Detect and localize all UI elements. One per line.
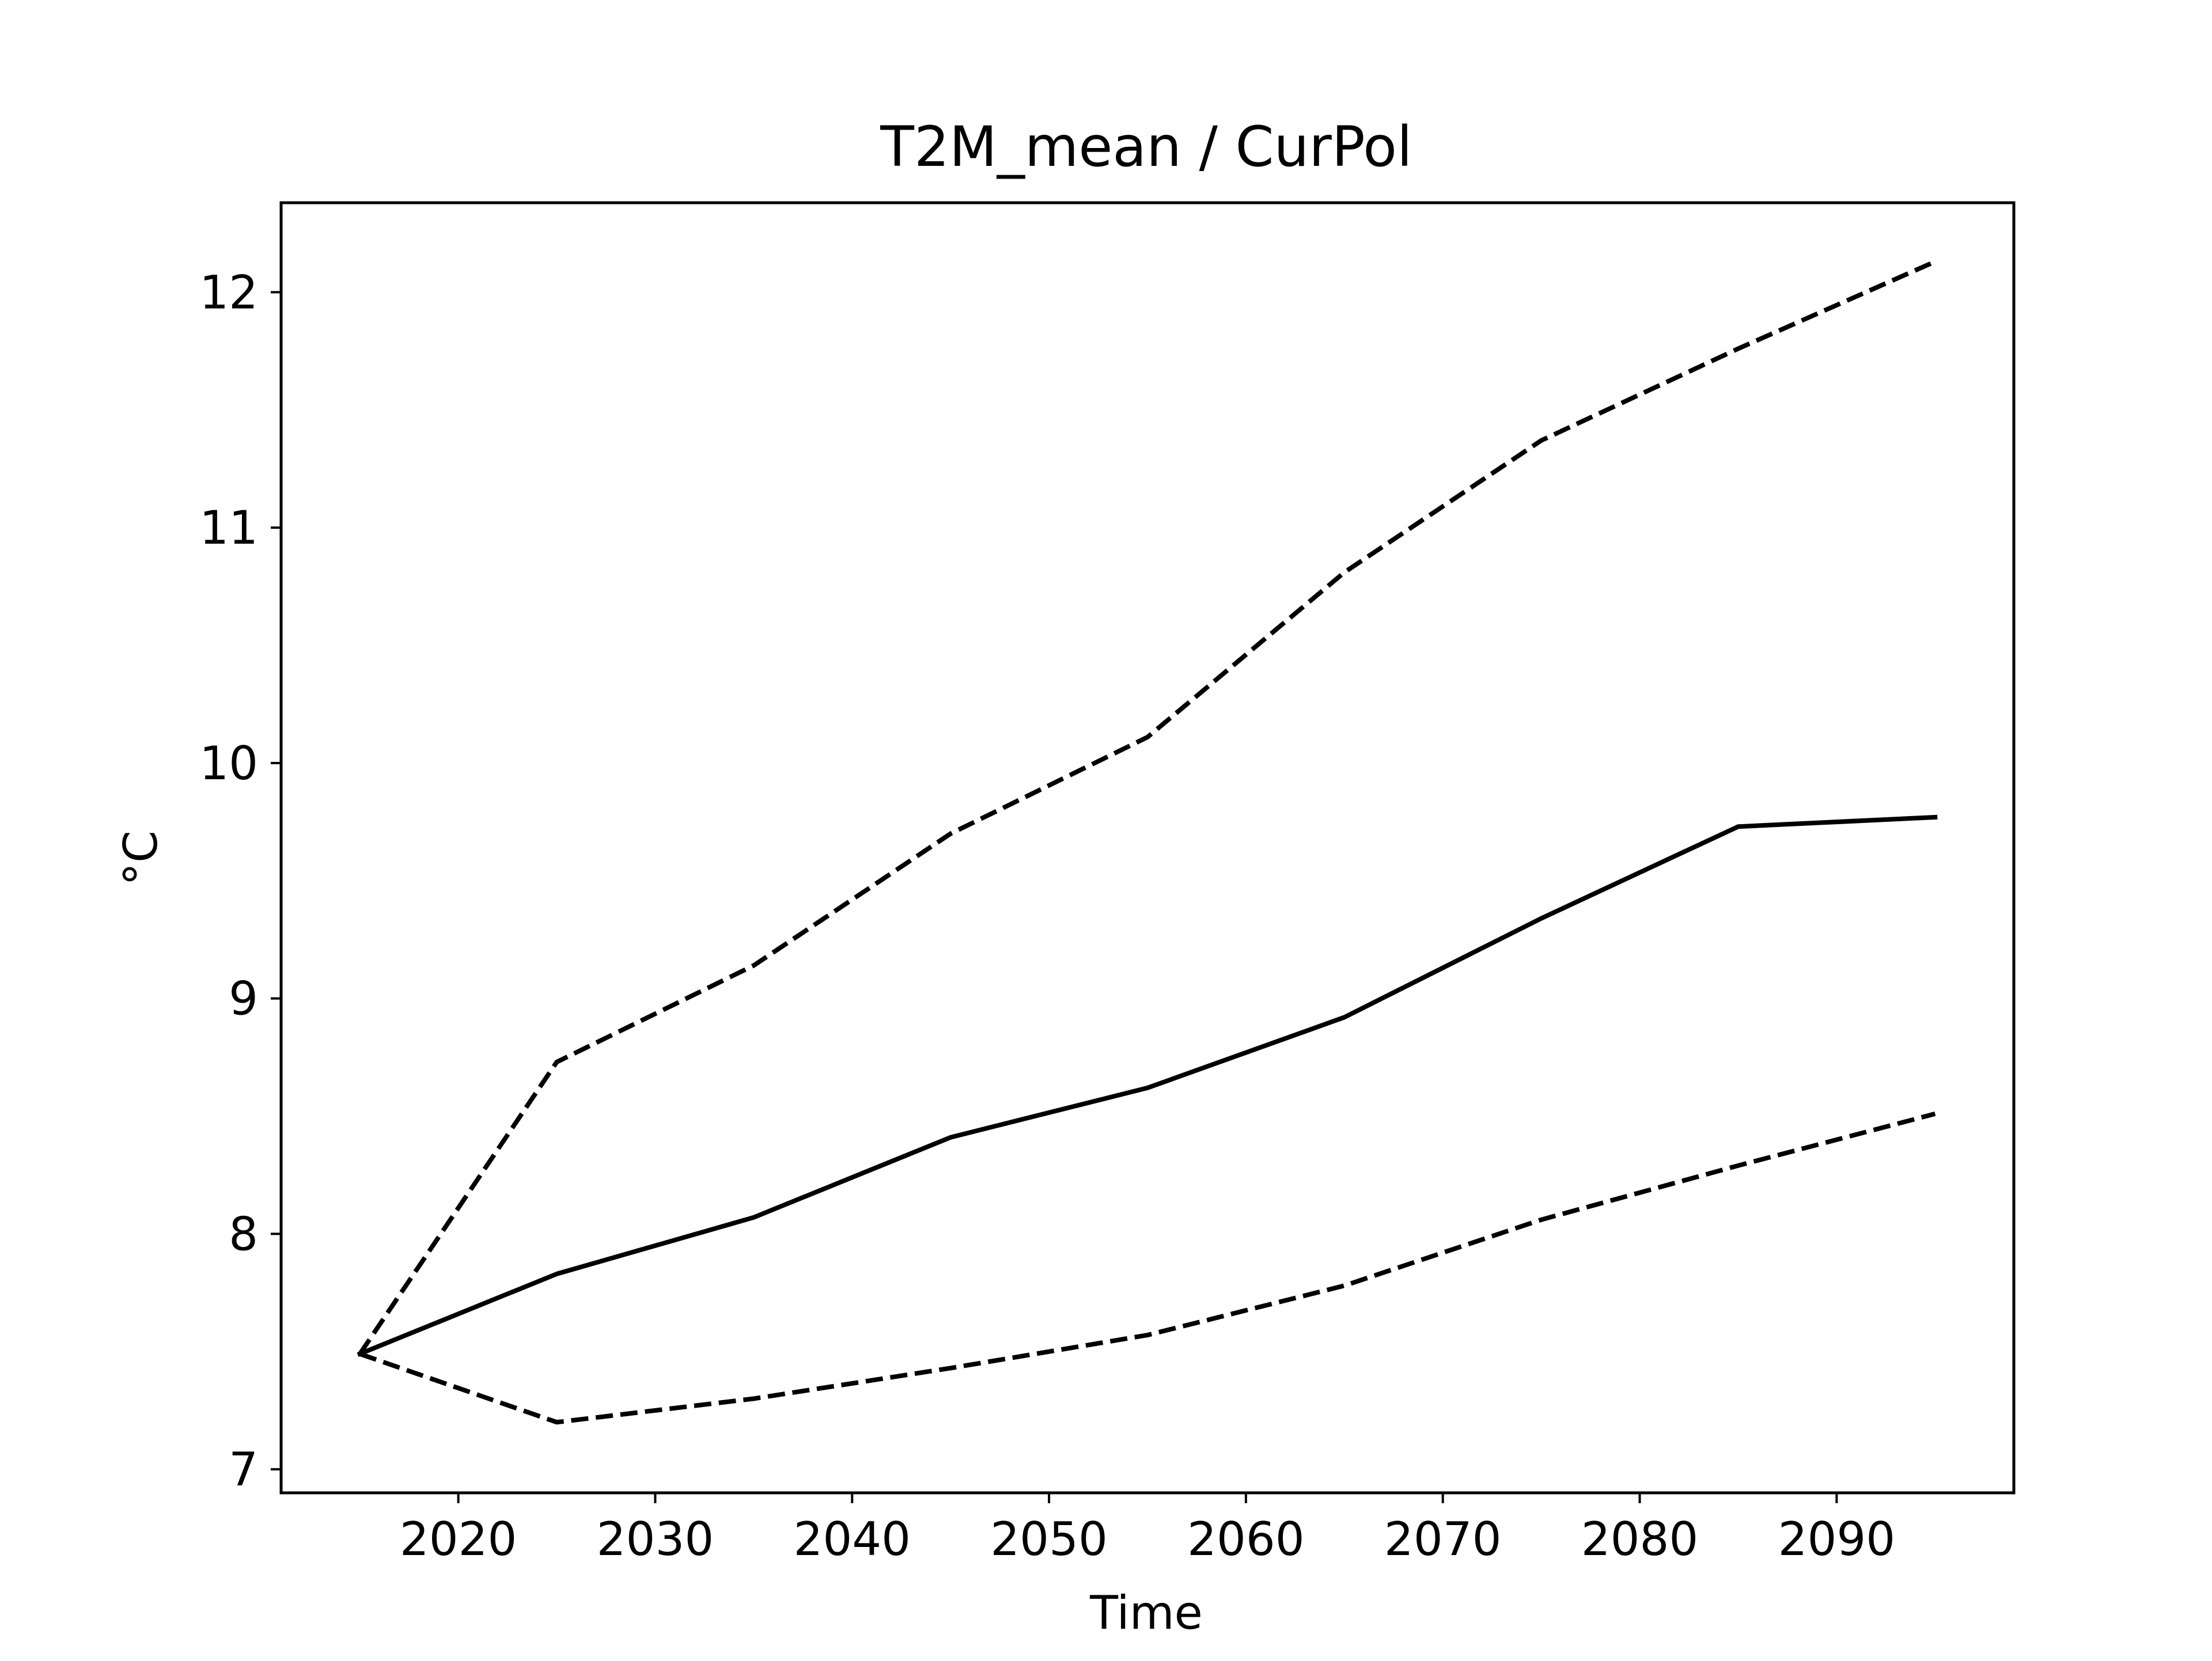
- x-tick-label: 2040: [793, 1512, 911, 1566]
- y-tick-label: 7: [229, 1443, 258, 1496]
- x-tick-label: 2020: [400, 1512, 517, 1566]
- y-tick-label: 8: [229, 1207, 258, 1261]
- x-tick-label: 2080: [1581, 1512, 1699, 1566]
- axis-ticks: 2020 2030 2040 2050 2060 2070 2080 2090 7 8 9 10 11 1…: [199, 266, 1895, 1566]
- x-axis-label: Time: [1089, 1586, 1203, 1640]
- y-tick-label: 11: [199, 501, 258, 555]
- x-tick-label: 2060: [1187, 1512, 1305, 1566]
- plot-area-frame: [279, 201, 2016, 1495]
- x-tick-label: 2070: [1384, 1512, 1502, 1566]
- y-tick-label: 10: [199, 737, 258, 790]
- x-tick-label: 2030: [597, 1512, 714, 1566]
- series-lines: [357, 259, 1938, 1425]
- series-line-0: [357, 814, 1938, 1357]
- y-tick-label: 9: [229, 972, 258, 1026]
- y-axis-label: °C: [114, 830, 168, 886]
- series-line-1: [358, 259, 1936, 1356]
- chart-title: T2M_mean / CurPol: [880, 115, 1412, 179]
- x-tick-label: 2050: [990, 1512, 1108, 1566]
- y-tick-label: 12: [199, 266, 258, 319]
- x-tick-label: 2090: [1778, 1512, 1896, 1566]
- series-line-2: [359, 1112, 1936, 1425]
